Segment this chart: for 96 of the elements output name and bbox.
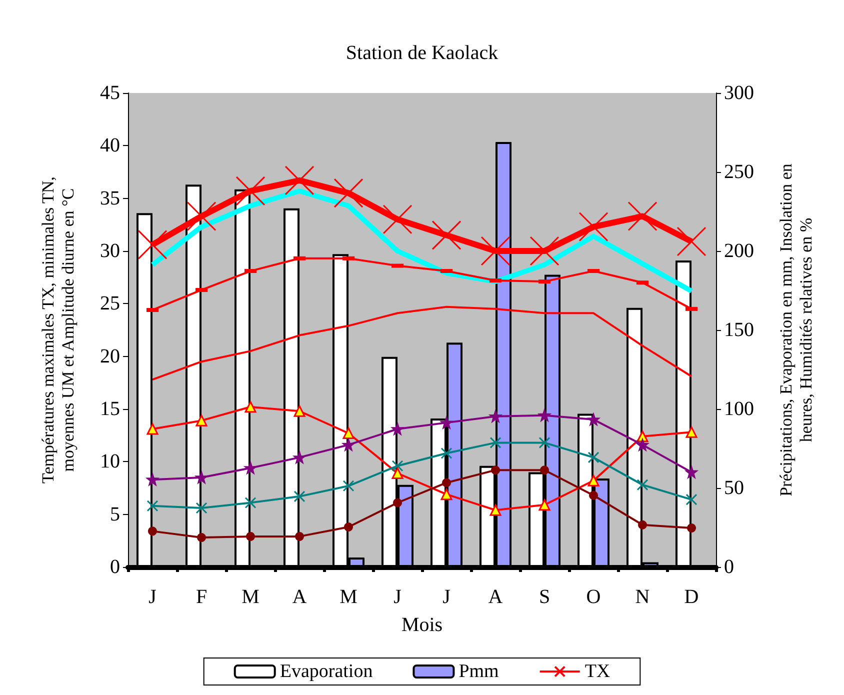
y2-tick-label: 300 [724,82,754,104]
point [294,405,306,417]
x-tick-label: F [196,586,208,608]
point [392,423,404,435]
point [138,230,168,260]
point [392,460,404,472]
point [578,212,608,242]
point [196,502,208,514]
y2-tick-label: 150 [724,319,754,341]
y-tick-label: 10 [100,450,120,473]
x-tick-label: J [394,586,402,608]
point [538,410,550,422]
point [148,526,157,536]
y-tick-label: 5 [110,503,120,526]
point [588,452,600,464]
point [342,480,354,492]
y-tick-label: 25 [100,292,120,315]
x-tick-label: J [442,586,451,608]
point [588,414,600,426]
point [589,490,598,500]
y-tick-label: 35 [100,187,120,210]
point [236,176,266,206]
point [246,532,255,541]
point [490,410,502,422]
y-tick-label: 40 [100,134,120,157]
point [196,472,208,484]
point [146,474,158,486]
x-axis-title: Mois [401,614,443,636]
point [538,499,550,511]
point [295,532,304,541]
point [491,466,500,475]
point [196,414,208,426]
y-tick-label: 15 [100,398,120,420]
y2-tick-label: 0 [724,556,734,578]
point [538,436,550,448]
point [676,226,706,256]
point [344,522,353,532]
point [686,494,698,506]
x-tick-label: O [586,586,601,608]
point [244,496,256,508]
point [636,479,648,491]
y2-tick-label: 50 [724,477,744,499]
x-tick-label: M [242,586,260,608]
point [628,201,658,231]
point [540,466,549,475]
y-tick-label: 45 [100,82,120,104]
y-tick-label: 20 [100,345,120,368]
x-tick-label: M [340,586,358,608]
point [382,204,412,234]
x-tick-label: D [684,586,699,608]
point [687,524,696,533]
point [490,436,502,448]
x-tick-label: S [538,586,550,608]
point [588,474,600,486]
point [686,426,698,438]
point [284,166,314,196]
point [432,220,462,250]
point [342,439,354,451]
point [530,236,560,266]
y2-tick-label: 200 [724,240,754,262]
chart-title: Station de Kaolack [346,42,498,64]
point [490,504,502,516]
point [440,488,452,500]
point [294,452,306,464]
x-tick-label: J [148,586,157,608]
point [442,478,451,488]
y-axis-title: Températures maximales TX, minimales TN, moyennes UM et Amplitude diurne en °C [38,176,78,484]
point [146,423,158,435]
legend-label: Evaporation [280,661,374,682]
point [334,178,364,208]
point [636,439,648,451]
point [294,490,306,502]
x-tick-label: A [488,586,504,608]
point [393,498,402,508]
point [440,447,452,459]
point [686,466,698,478]
y2-axis-title: Précipitations, Evaporation en mm, Insolation en heures, Humidités relatives en % [776,163,816,496]
point [186,201,216,231]
x-tick-label: N [635,586,650,608]
legend-label: TX [584,661,610,682]
point [392,468,404,480]
point [244,401,256,413]
x-tick-label: A [292,586,308,608]
line-series [152,306,692,381]
legend-label: Pmm [458,661,500,682]
y-tick-label: 30 [100,240,120,262]
point [440,416,452,428]
point [244,462,256,474]
point [480,236,510,266]
point [638,520,647,530]
point [342,427,354,439]
y2-tick-label: 250 [724,161,754,183]
point [197,533,206,542]
point [146,500,158,512]
y2-tick-label: 100 [724,398,754,420]
y-tick-label: 0 [110,556,120,578]
